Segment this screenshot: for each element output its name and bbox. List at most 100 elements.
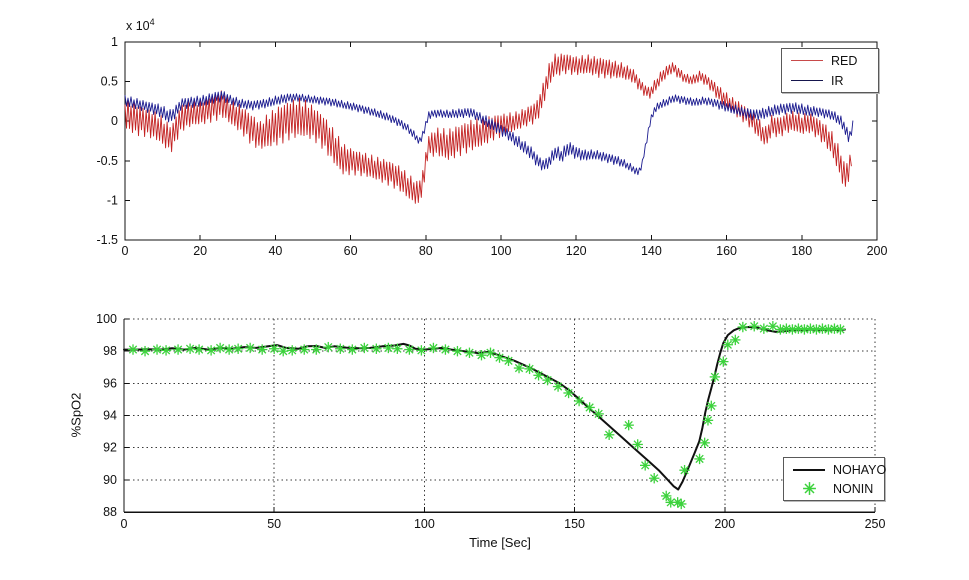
nonin-asterisk-marker: [127, 344, 139, 355]
top-legend: RED IR: [781, 48, 879, 93]
top-x-tick-label: 140: [641, 244, 662, 258]
nonin-asterisk-marker: [706, 400, 717, 412]
bottom-x-tick-label: 50: [267, 517, 281, 531]
top-x-tick-label: 60: [344, 244, 358, 258]
spo2-y-axis-label: %SpO2: [68, 392, 84, 438]
nonin-asterisk-marker: [232, 343, 244, 354]
top-x-tick-label: 200: [867, 244, 888, 258]
nonin-asterisk-marker: [428, 342, 439, 354]
top-x-tick-label: 120: [566, 244, 587, 258]
top-y-tick-label: -1.5: [96, 233, 118, 247]
red-series-path: [124, 53, 852, 204]
nonin-asterisk-marker: [709, 371, 721, 383]
nonin-asterisk-icon: [793, 481, 825, 496]
nonin-asterisk-marker: [205, 345, 217, 356]
nonin-asterisk-marker: [573, 395, 585, 407]
bottom-x-tick-label: 150: [564, 517, 585, 531]
nonin-asterisk-marker: [256, 344, 268, 355]
nonin-asterisk-marker: [533, 370, 544, 381]
nonin-asterisk-marker: [722, 339, 734, 350]
bottom-x-tick-label: 100: [414, 517, 435, 531]
nonin-asterisk-marker: [603, 429, 615, 440]
time-x-axis-label: Time [Sec]: [469, 535, 531, 550]
nonin-asterisk-marker: [193, 344, 205, 355]
nonin-asterisk-marker: [552, 381, 564, 392]
nonin-asterisk-marker: [632, 439, 643, 450]
nonin-asterisk-marker: [278, 345, 289, 357]
top-x-tick-label: 100: [491, 244, 512, 258]
nonin-asterisk-marker: [649, 473, 660, 484]
bottom-x-tick-label: 0: [121, 517, 128, 531]
nonin-asterisk-marker: [749, 321, 760, 332]
nonin-asterisk-marker: [485, 347, 496, 358]
top-y-tick-label: -1: [107, 193, 118, 207]
nonin-asterisk-marker: [244, 342, 256, 354]
nonin-asterisk-marker: [676, 498, 687, 510]
ir-series-path: [124, 91, 854, 176]
top-x-tick-label: 180: [791, 244, 812, 258]
bottom-y-tick-label: 92: [103, 441, 117, 455]
top-x-tick-label: 40: [268, 244, 282, 258]
nonin-asterisk-marker: [452, 345, 463, 357]
bottom-x-tick-label: 250: [865, 517, 886, 531]
nonin-asterisk-marker: [835, 324, 846, 335]
nonin-asterisk-marker: [476, 349, 487, 361]
nonin-asterisk-marker: [416, 345, 427, 356]
legend-label-ir: IR: [831, 73, 844, 88]
y-multiplier-exponent: 4: [149, 17, 155, 27]
nonin-asterisk-marker: [323, 341, 334, 353]
nonin-asterisk-marker: [593, 408, 604, 420]
legend-item-red: RED: [782, 53, 878, 69]
nonin-asterisk-marker: [542, 374, 553, 386]
nonin-asterisk-marker: [184, 343, 196, 354]
nonin-asterisk-marker: [464, 347, 475, 358]
top-x-tick-label: 0: [122, 244, 129, 258]
bottom-y-tick-label: 90: [103, 473, 117, 487]
top-x-tick-label: 20: [193, 244, 207, 258]
nonin-asterisk-marker: [151, 344, 163, 355]
nonin-asterisk-marker: [563, 387, 574, 399]
top-y-tick-label: 0.5: [101, 75, 118, 89]
bottom-x-tick-label: 200: [714, 517, 735, 531]
nonin-asterisk-marker: [335, 343, 346, 354]
nonin-asterisk-marker: [730, 334, 741, 346]
nonin-asterisk-marker: [702, 415, 714, 426]
red-line-sample-icon: [791, 60, 823, 61]
nonin-asterisk-marker: [503, 355, 514, 367]
nonin-asterisk-marker: [494, 352, 505, 363]
top-y-tick-label: 1: [111, 35, 118, 49]
bottom-y-tick-label: 94: [103, 409, 117, 423]
legend-label-nonin: NONIN: [833, 481, 874, 496]
nonin-asterisk-marker: [223, 344, 235, 355]
nonin-asterisk-marker: [371, 343, 382, 354]
nonin-asterisk-marker: [639, 460, 651, 471]
nonin-asterisk-marker: [383, 342, 394, 354]
nonin-markers: [127, 321, 846, 510]
y-axis-multiplier-label: x 104: [126, 17, 155, 33]
nonin-asterisk-marker: [661, 490, 672, 502]
top-y-tick-label: 0: [111, 114, 118, 128]
ir-line-sample-icon: [791, 80, 823, 81]
nonin-asterisk-marker: [694, 453, 705, 465]
nonin-asterisk-marker: [269, 343, 280, 354]
nonin-asterisk-marker: [139, 345, 151, 357]
top-y-tick-label: -0.5: [96, 154, 118, 168]
nonin-asterisk-marker: [299, 344, 310, 355]
y-multiplier-base: x 10: [126, 19, 150, 34]
nonin-asterisk-marker: [758, 323, 770, 334]
legend-item-ir: IR: [782, 73, 878, 89]
nonin-asterisk-marker: [172, 344, 184, 355]
nonin-asterisk-marker: [699, 437, 710, 449]
nonin-asterisk-marker: [737, 321, 749, 333]
bottom-legend: NOHAYO NONIN: [783, 457, 886, 501]
nonin-asterisk-marker: [513, 362, 525, 374]
nonin-asterisk-marker: [584, 402, 595, 413]
nonin-asterisk-marker: [160, 345, 172, 356]
nonin-asterisk-marker: [623, 419, 634, 431]
legend-item-nonin: NONIN: [784, 481, 884, 497]
bottom-y-tick-label: 96: [103, 376, 117, 390]
nonin-asterisk-marker: [311, 344, 322, 355]
nonin-asterisk-marker: [775, 324, 786, 335]
